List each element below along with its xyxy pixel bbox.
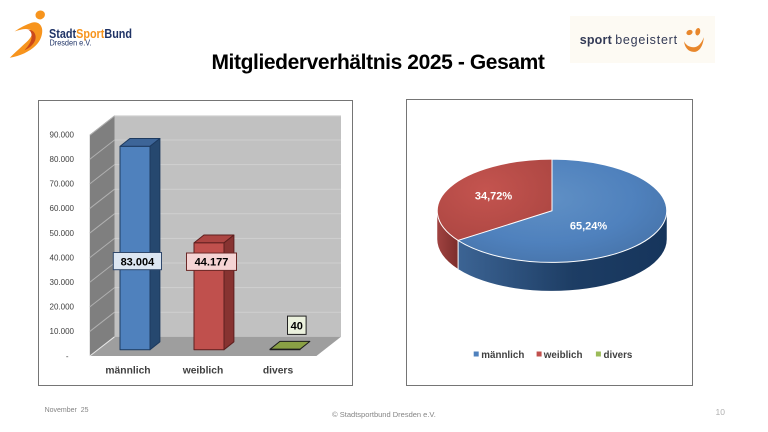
svg-text:begeistert: begeistert bbox=[615, 33, 678, 47]
svg-text:83.004: 83.004 bbox=[121, 256, 156, 268]
svg-text:40: 40 bbox=[291, 320, 303, 332]
svg-text:weiblich: weiblich bbox=[543, 350, 583, 361]
svg-text:-: - bbox=[66, 352, 69, 361]
svg-text:Sport: Sport bbox=[76, 26, 105, 41]
svg-text:weiblich: weiblich bbox=[182, 366, 224, 377]
svg-text:Dresden e.V.: Dresden e.V. bbox=[50, 39, 92, 48]
svg-text:44.177: 44.177 bbox=[195, 257, 229, 269]
svg-text:divers: divers bbox=[604, 350, 633, 361]
svg-text:sport: sport bbox=[580, 33, 613, 47]
svg-text:80.000: 80.000 bbox=[50, 155, 75, 164]
svg-text:20.000: 20.000 bbox=[50, 303, 75, 312]
svg-text:10.000: 10.000 bbox=[50, 327, 75, 336]
svg-text:männlich: männlich bbox=[105, 366, 150, 377]
svg-text:40.000: 40.000 bbox=[50, 253, 75, 262]
svg-text:Bund: Bund bbox=[104, 26, 132, 41]
svg-text:divers: divers bbox=[263, 366, 294, 377]
svg-text:männlich: männlich bbox=[481, 350, 524, 361]
svg-text:34,72%: 34,72% bbox=[475, 191, 513, 203]
svg-text:90.000: 90.000 bbox=[50, 130, 75, 139]
svg-text:50.000: 50.000 bbox=[50, 229, 75, 238]
svg-text:65,24%: 65,24% bbox=[570, 221, 608, 233]
svg-text:60.000: 60.000 bbox=[50, 204, 75, 213]
svg-text:30.000: 30.000 bbox=[50, 278, 75, 287]
svg-text:70.000: 70.000 bbox=[50, 180, 75, 189]
svg-text:Stadt: Stadt bbox=[49, 26, 77, 41]
